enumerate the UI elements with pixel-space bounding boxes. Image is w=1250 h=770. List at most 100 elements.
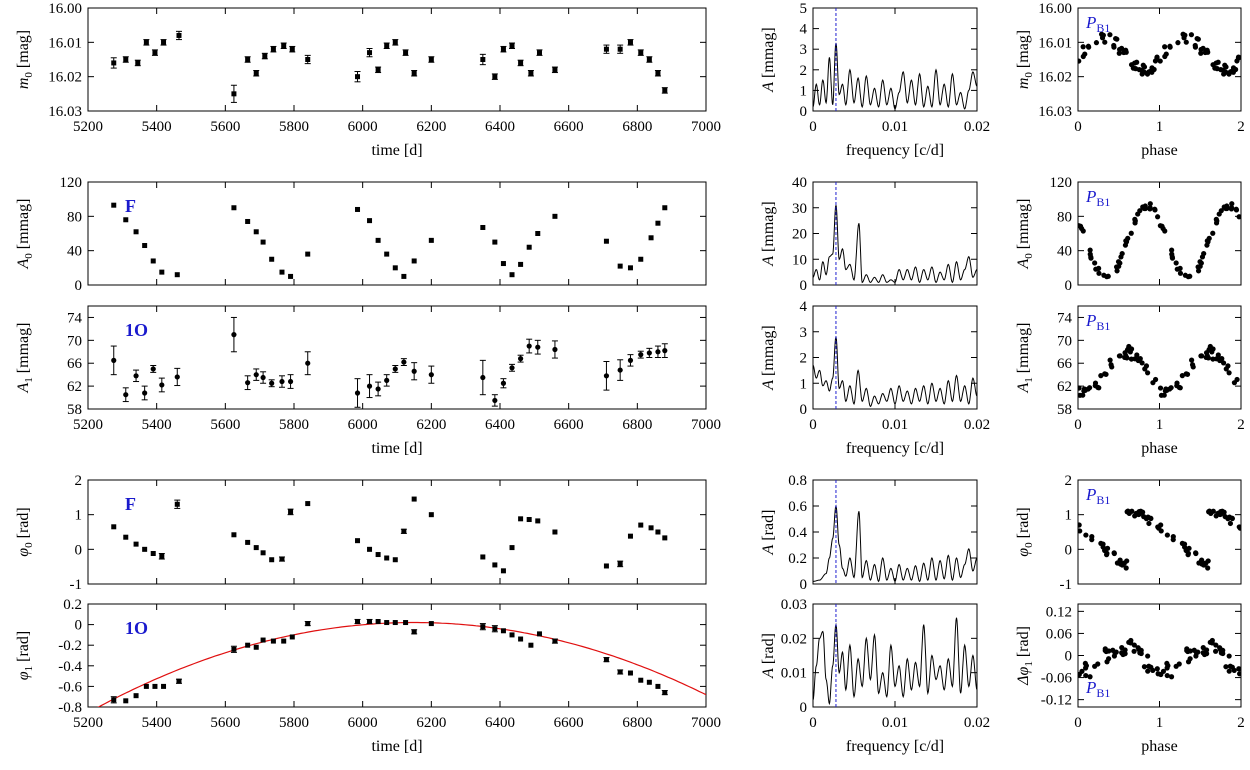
plot-area bbox=[813, 8, 977, 111]
x-tick-label: 0 bbox=[809, 119, 817, 135]
phase-point bbox=[1123, 565, 1129, 571]
period-label: PB1 bbox=[1085, 311, 1110, 333]
data-point bbox=[617, 561, 623, 567]
y-tick-label: 0.06 bbox=[1046, 626, 1073, 642]
data-point bbox=[617, 367, 623, 373]
y-tick-label: 2 bbox=[800, 351, 808, 367]
amplitude-spectrum bbox=[813, 504, 977, 583]
data-point bbox=[492, 74, 498, 80]
data-point bbox=[552, 213, 558, 219]
phase-point bbox=[1078, 385, 1082, 391]
phase-point bbox=[1107, 357, 1113, 363]
phase-point bbox=[1210, 356, 1216, 362]
phase-point bbox=[1218, 208, 1224, 214]
data-point bbox=[260, 239, 266, 245]
data-point bbox=[526, 244, 532, 250]
data-point bbox=[384, 43, 390, 49]
data-point bbox=[411, 368, 417, 374]
x-tick-label: 7000 bbox=[691, 715, 721, 731]
data-point bbox=[231, 91, 237, 97]
y-tick-label: -1 bbox=[70, 577, 83, 593]
data-point bbox=[638, 522, 644, 528]
data-point bbox=[384, 620, 390, 626]
phase-point bbox=[1159, 223, 1165, 229]
data-point bbox=[492, 562, 498, 568]
phase-point bbox=[1146, 663, 1152, 669]
phase-point bbox=[1200, 645, 1206, 651]
phase-point bbox=[1218, 356, 1224, 362]
phase-point bbox=[1122, 242, 1129, 248]
phase-point bbox=[1191, 647, 1197, 653]
data-point bbox=[480, 554, 486, 560]
phase-point bbox=[1184, 647, 1190, 654]
y-tick-label: 16.01 bbox=[1038, 35, 1072, 51]
phase-point bbox=[1087, 247, 1093, 253]
data-point bbox=[253, 372, 259, 378]
phase-point bbox=[1222, 514, 1228, 520]
data-point bbox=[552, 638, 558, 644]
phase-point bbox=[1152, 58, 1159, 64]
data-point bbox=[536, 631, 542, 637]
phase-point bbox=[1164, 532, 1170, 538]
data-point bbox=[648, 525, 654, 531]
phase-point bbox=[1209, 349, 1215, 355]
x-tick-label: 2 bbox=[1237, 119, 1245, 135]
y-tick-label: 58 bbox=[67, 402, 82, 418]
y-axis-label: A [rad] bbox=[760, 510, 777, 556]
phase-point bbox=[1197, 263, 1203, 269]
phase-point bbox=[1158, 392, 1165, 398]
chart-A0-spec: 0 10 20 30 40 A [mmag] bbox=[760, 175, 978, 294]
data-point bbox=[260, 374, 266, 381]
phase-point bbox=[1111, 44, 1117, 50]
phase-point bbox=[1169, 255, 1176, 261]
x-tick-label: 6600 bbox=[554, 715, 584, 731]
phase-point bbox=[1145, 653, 1151, 659]
y-tick-label: 20 bbox=[792, 227, 807, 243]
phase-point bbox=[1212, 648, 1219, 654]
phase-point bbox=[1114, 268, 1120, 274]
chart-m0-phase: 0 1 2 16.00 16.01 16.02 16.03 phase m0 [mag] PB1 bbox=[1015, 1, 1245, 159]
y-tick-label: 3 bbox=[800, 325, 808, 341]
y-tick-label: 0 bbox=[800, 104, 808, 120]
phase-point bbox=[1227, 520, 1234, 527]
phase-point bbox=[1092, 663, 1098, 669]
data-point bbox=[150, 550, 156, 556]
x-tick-label: 6600 bbox=[554, 417, 584, 433]
phase-point bbox=[1117, 557, 1123, 563]
data-point bbox=[662, 205, 668, 211]
data-point bbox=[526, 343, 532, 349]
y-tick-label: 16.00 bbox=[1038, 1, 1072, 17]
x-axis-label: time [d] bbox=[371, 142, 422, 159]
phase-point bbox=[1179, 373, 1185, 379]
phase-point bbox=[1088, 255, 1094, 261]
x-tick-label: 0 bbox=[809, 715, 817, 731]
phase-point bbox=[1141, 514, 1147, 520]
data-point bbox=[627, 357, 634, 363]
data-point bbox=[384, 555, 390, 561]
phase-point bbox=[1198, 50, 1204, 56]
phase-point bbox=[1226, 370, 1232, 376]
phase-point bbox=[1123, 47, 1129, 53]
y-tick-label: 0 bbox=[1065, 542, 1073, 558]
data-point bbox=[480, 57, 486, 62]
period-label: PB1 bbox=[1085, 13, 1110, 35]
data-point bbox=[552, 67, 558, 73]
data-point bbox=[518, 60, 524, 66]
y-tick-label: 0.02 bbox=[781, 631, 807, 647]
phase-point bbox=[1128, 62, 1135, 68]
data-point bbox=[260, 550, 266, 556]
data-point bbox=[135, 60, 141, 66]
data-point bbox=[176, 678, 182, 684]
phase-point bbox=[1154, 666, 1160, 672]
data-point bbox=[355, 206, 361, 212]
y-tick-label: 16.00 bbox=[48, 1, 82, 17]
phase-point bbox=[1174, 383, 1180, 389]
phase-point bbox=[1136, 67, 1142, 73]
data-point bbox=[245, 218, 251, 224]
plot-frame bbox=[87, 181, 707, 286]
data-point bbox=[401, 528, 407, 534]
phase-point bbox=[1215, 510, 1221, 516]
y-tick-label: 0.01 bbox=[781, 666, 807, 682]
phase-point bbox=[1190, 364, 1196, 370]
